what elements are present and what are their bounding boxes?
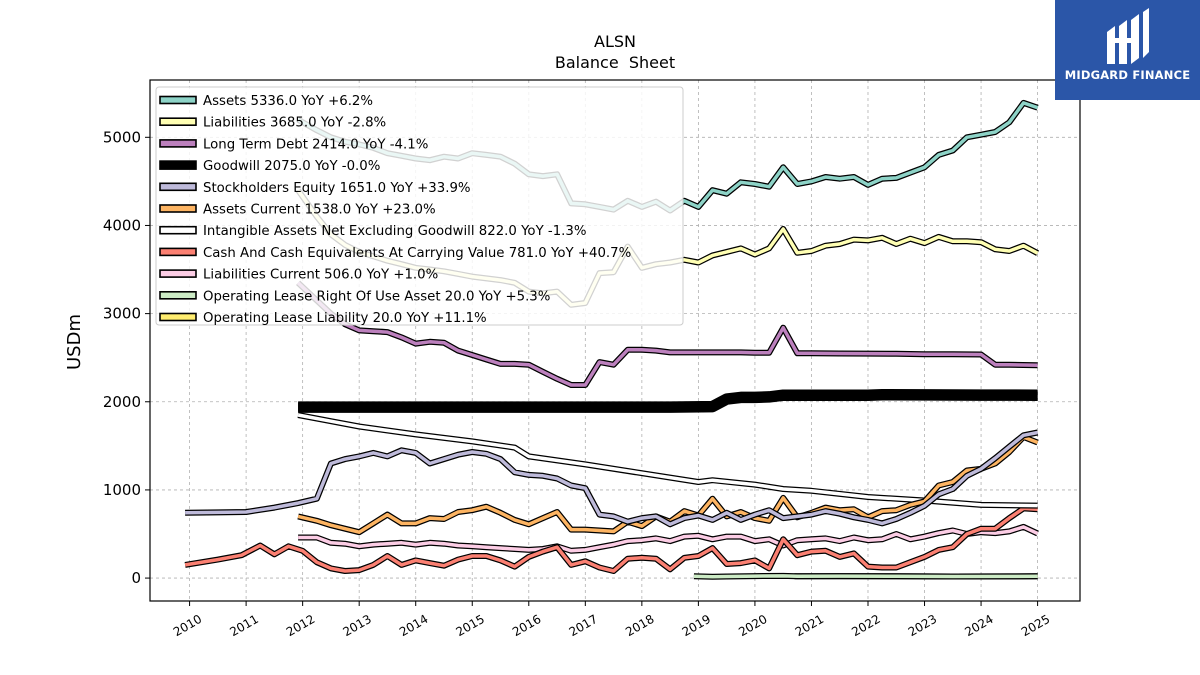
legend-swatch xyxy=(159,247,197,257)
x-axis: 2010 2011 2012 2013 2014 2015 2016 2017 2018 2019… xyxy=(171,601,1052,639)
y-tick-label: 3000 xyxy=(103,305,141,323)
legend-swatch xyxy=(159,225,197,235)
x-tick-label: 2023 xyxy=(906,612,939,639)
legend-swatch xyxy=(159,204,197,213)
legend-item: Goodwill 2075.0 YoY -0.0% xyxy=(159,159,380,174)
legend-swatch xyxy=(159,290,197,300)
legend-item: Cash And Cash Equivalents At Carrying Va… xyxy=(159,246,631,261)
chart-subtitle: Balance Sheet xyxy=(555,53,675,72)
x-tick-label: 2015 xyxy=(454,612,487,639)
legend-label: Stockholders Equity 1651.0 YoY +33.9% xyxy=(203,181,471,196)
x-tick-label: 2018 xyxy=(623,612,656,639)
series-2 xyxy=(296,280,1038,388)
legend-item: Operating Lease Liability 20.0 YoY +11.1… xyxy=(159,311,487,326)
x-tick-label: 2019 xyxy=(680,612,713,639)
legend-label: Goodwill 2075.0 YoY -0.0% xyxy=(203,159,380,174)
x-tick-label: 2010 xyxy=(171,612,204,639)
legend-item: Liabilities Current 506.0 YoY +1.0% xyxy=(159,268,438,283)
legend-label: Assets Current 1538.0 YoY +23.0% xyxy=(203,203,436,218)
legend-label: Intangible Assets Net Excluding Goodwill… xyxy=(203,224,587,239)
x-tick-label: 2025 xyxy=(1019,612,1052,639)
x-tick-label: 2014 xyxy=(397,612,430,639)
y-tick-label: 1000 xyxy=(103,481,141,499)
x-tick-label: 2016 xyxy=(510,612,543,639)
x-tick-label: 2021 xyxy=(793,612,826,639)
legend-swatch xyxy=(159,160,197,170)
series-outline xyxy=(298,523,1039,554)
legend-swatch xyxy=(159,139,197,148)
y-axis: 0 1000 2000 3000 4000 5000 xyxy=(103,128,150,587)
series-layer xyxy=(184,99,1040,580)
legend-label: Assets 5336.0 YoY +6.2% xyxy=(203,94,373,109)
x-tick-label: 2024 xyxy=(962,612,995,639)
legend-item: Liabilities 3685.0 YoY -2.8% xyxy=(159,116,386,131)
legend-swatch xyxy=(159,182,197,192)
y-axis-label: USDm xyxy=(64,314,85,370)
y-tick-label: 2000 xyxy=(103,393,141,411)
series-4 xyxy=(185,429,1039,528)
legend-item: Intangible Assets Net Excluding Goodwill… xyxy=(159,224,587,239)
legend-box xyxy=(155,86,684,326)
legend-item: Stockholders Equity 1651.0 YoY +33.9% xyxy=(159,181,471,196)
chart-title: ALSN xyxy=(594,32,636,51)
legend: Assets 5336.0 YoY +6.2% Liabilities 3685.… xyxy=(155,86,684,326)
legend-label: Liabilities Current 506.0 YoY +1.0% xyxy=(203,268,438,283)
legend-label: Operating Lease Liability 20.0 YoY +11.1… xyxy=(203,311,487,326)
y-tick-label: 5000 xyxy=(103,128,141,146)
series-outline xyxy=(185,429,1039,528)
x-tick-label: 2011 xyxy=(227,612,260,639)
legend-label: Operating Lease Right Of Use Asset 20.0 … xyxy=(203,289,550,304)
series-line xyxy=(298,390,1038,412)
legend-item: Long Term Debt 2414.0 YoY -4.1% xyxy=(159,137,428,152)
series-line xyxy=(693,574,1038,579)
series-line xyxy=(184,506,1038,573)
series-9 xyxy=(693,572,1038,580)
series-6 xyxy=(297,412,1038,509)
x-tick-label: 2012 xyxy=(284,612,317,639)
logo-text: MIDGARD FINANCE xyxy=(1064,68,1191,82)
legend-label: Liabilities 3685.0 YoY -2.8% xyxy=(203,116,386,131)
series-line xyxy=(298,525,1039,553)
series-8 xyxy=(298,523,1039,554)
legend-item: Operating Lease Right Of Use Asset 20.0 … xyxy=(159,289,550,304)
series-line xyxy=(297,413,1038,508)
legend-swatch xyxy=(159,95,197,105)
series-outline xyxy=(297,412,1038,509)
plot-frame xyxy=(149,79,1081,602)
y-tick-label: 4000 xyxy=(103,216,141,234)
midgard-finance-logo: MIDGARD FINANCE xyxy=(1055,0,1200,100)
legend-label: Cash And Cash Equivalents At Carrying Va… xyxy=(203,246,631,261)
x-tick-label: 2013 xyxy=(340,612,373,639)
series-7 xyxy=(184,505,1038,574)
legend-item: Assets 5336.0 YoY +6.2% xyxy=(159,94,373,109)
legend-label: Long Term Debt 2414.0 YoY -4.1% xyxy=(203,137,428,152)
legend-swatch xyxy=(159,117,197,126)
series-3 xyxy=(298,388,1038,413)
series-line xyxy=(296,281,1038,387)
legend-swatch xyxy=(159,269,197,278)
x-tick-label: 2022 xyxy=(849,612,882,639)
legend-item: Assets Current 1538.0 YoY +23.0% xyxy=(159,203,436,218)
legend-swatch xyxy=(159,312,197,322)
series-line xyxy=(185,430,1038,527)
x-tick-label: 2020 xyxy=(736,612,769,639)
y-tick-label: 0 xyxy=(131,569,141,587)
x-tick-label: 2017 xyxy=(567,612,600,639)
logo-mark-icon xyxy=(1107,8,1149,64)
